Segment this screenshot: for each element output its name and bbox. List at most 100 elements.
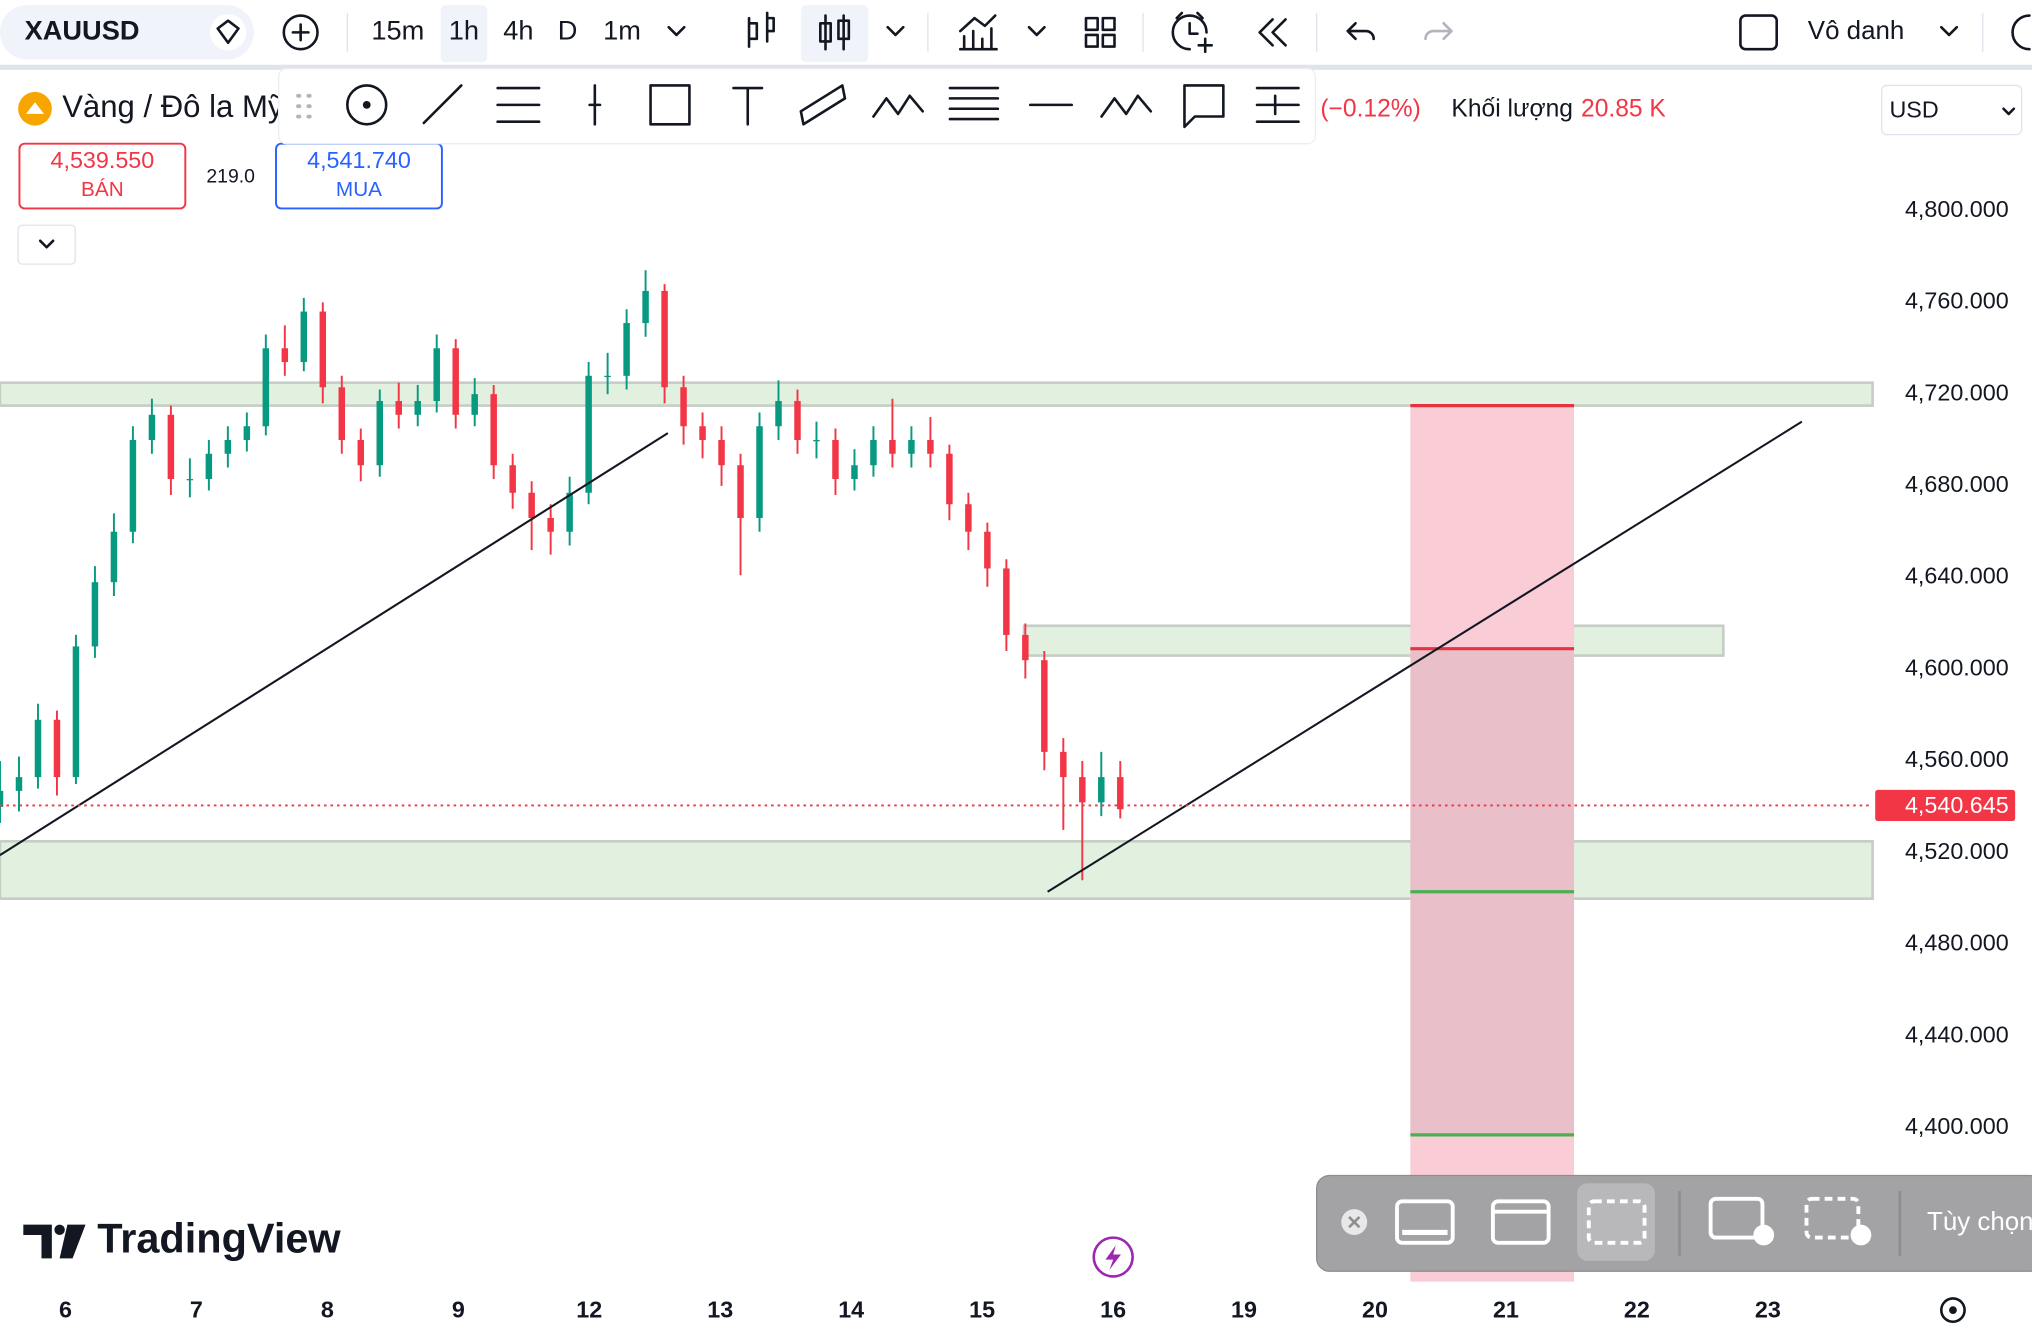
toolbar-bg: [0, 0, 2032, 68]
x-tick-label: 7: [190, 1297, 203, 1323]
candle-body: [205, 453, 213, 479]
interval[interactable]: 1h: [449, 15, 479, 46]
x-tick-label: 8: [321, 1297, 334, 1323]
x-tick-label: 21: [1493, 1297, 1519, 1323]
candle-body: [946, 453, 953, 505]
x-tick-label: 12: [576, 1297, 602, 1323]
fib-tool[interactable]: [496, 86, 541, 123]
sell-label[interactable]: BÁN: [81, 178, 124, 201]
layout-name[interactable]: Vô danh: [1808, 17, 1905, 45]
sell-button[interactable]: [18, 142, 187, 210]
zone: [1022, 624, 1725, 657]
capture-selection: [1586, 1199, 1647, 1245]
symbol-name: Vàng / Đô la Mỹ: [62, 89, 284, 124]
templates-button[interactable]: [1084, 16, 1116, 48]
record-screen[interactable]: [1708, 1196, 1765, 1240]
y-tick-label: 4,600.000: [1905, 654, 2009, 680]
alert-button[interactable]: [1171, 11, 1213, 54]
pattern-tool[interactable]: [872, 94, 924, 118]
interval[interactable]: D: [558, 15, 578, 46]
candle-body: [604, 375, 611, 378]
x-tick-label: 20: [1362, 1297, 1388, 1323]
compare-button[interactable]: [282, 14, 319, 51]
capture-bar-bg: [1316, 1174, 2032, 1272]
tv-logo-dot: [54, 1224, 65, 1236]
candle-body: [1060, 751, 1067, 778]
drawing-toolbar-bg: [277, 67, 1317, 145]
long-position-tool[interactable]: [1255, 86, 1300, 123]
interval-menu[interactable]: [667, 25, 686, 37]
indicators-menu[interactable]: [1027, 25, 1046, 37]
candle-body: [509, 465, 516, 493]
symbol[interactable]: XAUUSD: [25, 15, 140, 46]
buy-price[interactable]: 4,541.740: [307, 147, 411, 173]
candle-body: [566, 492, 573, 532]
collapse-button[interactable]: [17, 224, 76, 265]
trendline-tool[interactable]: [422, 84, 463, 125]
candle-body: [15, 777, 23, 791]
candle-body: [870, 440, 877, 466]
candle-body: [528, 492, 535, 518]
candle-body: [908, 440, 915, 454]
candle-body: [794, 401, 801, 441]
candle-body: [376, 401, 383, 466]
plus-icon: [291, 23, 310, 42]
intervals: 15m 1h 4h D 1m: [371, 15, 641, 46]
capture-window[interactable]: [1395, 1199, 1455, 1245]
redo-button[interactable]: [1424, 22, 1453, 41]
candle-body: [832, 440, 839, 479]
channel-tool[interactable]: [799, 84, 847, 126]
candle-body: [490, 394, 497, 466]
chart-type-menu[interactable]: [886, 25, 905, 37]
trend-line: [1047, 420, 1803, 893]
bar-style-button[interactable]: [747, 11, 775, 48]
x-tick-label: 9: [452, 1297, 465, 1323]
currency[interactable]: USD: [1889, 96, 1938, 122]
callout-tool[interactable]: [1183, 84, 1225, 129]
interval[interactable]: 1m: [603, 15, 641, 46]
x-tick-label: 19: [1231, 1297, 1257, 1323]
candle-body: [965, 504, 972, 532]
vertical-line-tool[interactable]: [588, 84, 602, 126]
chart-type-active[interactable]: [800, 5, 869, 63]
active-interval-bg: [440, 5, 488, 63]
y-tick-label: 4,800.000: [1905, 196, 2009, 222]
lines-tool[interactable]: [948, 86, 1000, 121]
wave-tool[interactable]: [1100, 94, 1153, 118]
record-selection[interactable]: [1804, 1196, 1861, 1240]
symbol-pill[interactable]: [0, 5, 254, 60]
layout-icon[interactable]: [1739, 14, 1778, 51]
replay-button[interactable]: [1258, 18, 1287, 47]
undo-button[interactable]: [1346, 22, 1375, 41]
interval[interactable]: 15m: [371, 15, 424, 46]
text-tool[interactable]: [732, 86, 764, 126]
sell-price[interactable]: 4,539.550: [51, 147, 155, 173]
rectangle-tool[interactable]: [649, 84, 691, 126]
candle-body: [395, 401, 402, 415]
settings-button[interactable]: [1939, 1297, 1966, 1324]
y-tick-label: 4,480.000: [1905, 930, 2009, 956]
capture-screen[interactable]: [1490, 1199, 1551, 1245]
layout-menu[interactable]: [1939, 25, 1959, 37]
brand: TradingView: [97, 1214, 341, 1261]
buy-label[interactable]: MUA: [336, 178, 382, 201]
watermark: TradingView: [23, 1214, 1966, 1324]
candle-body: [452, 348, 459, 415]
chevron: [38, 239, 55, 249]
options-button[interactable]: Tùy chọn: [1927, 1208, 2032, 1236]
gold-icon-mark: [25, 102, 45, 114]
volume: 20.85 K: [1581, 96, 1666, 123]
cursor-tool[interactable]: [346, 84, 388, 126]
drag-handle[interactable]: [296, 93, 312, 119]
candle-body: [851, 465, 858, 479]
candle-body: [775, 401, 782, 427]
indicators-button[interactable]: [958, 14, 998, 51]
zone: [0, 840, 1874, 900]
currency-select[interactable]: [1881, 84, 2023, 136]
candle-body: [680, 387, 687, 427]
x-tick-label: 23: [1755, 1297, 1781, 1323]
symbol-icon[interactable]: [209, 14, 247, 51]
candle-body: [1117, 777, 1124, 810]
interval[interactable]: 4h: [503, 15, 533, 46]
